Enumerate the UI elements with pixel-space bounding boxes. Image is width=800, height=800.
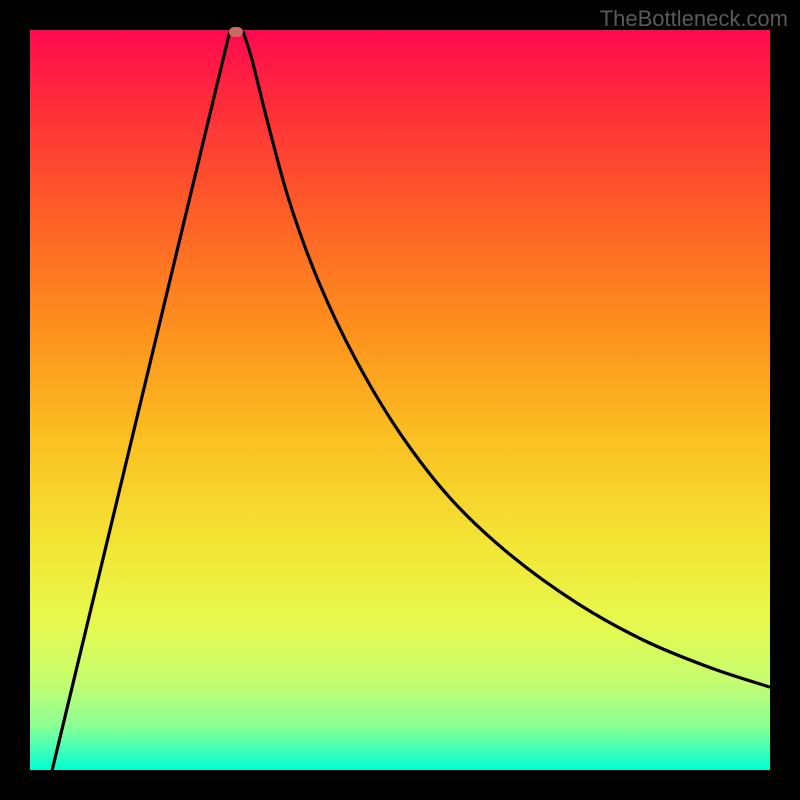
curve-right-segment xyxy=(243,31,770,687)
chart-container: TheBottleneck.com xyxy=(0,0,800,800)
watermark-text: TheBottleneck.com xyxy=(600,6,788,32)
plot-area xyxy=(30,30,770,770)
curve-left-segment xyxy=(52,31,230,770)
minimum-marker xyxy=(229,27,243,37)
curve-overlay xyxy=(30,30,770,770)
